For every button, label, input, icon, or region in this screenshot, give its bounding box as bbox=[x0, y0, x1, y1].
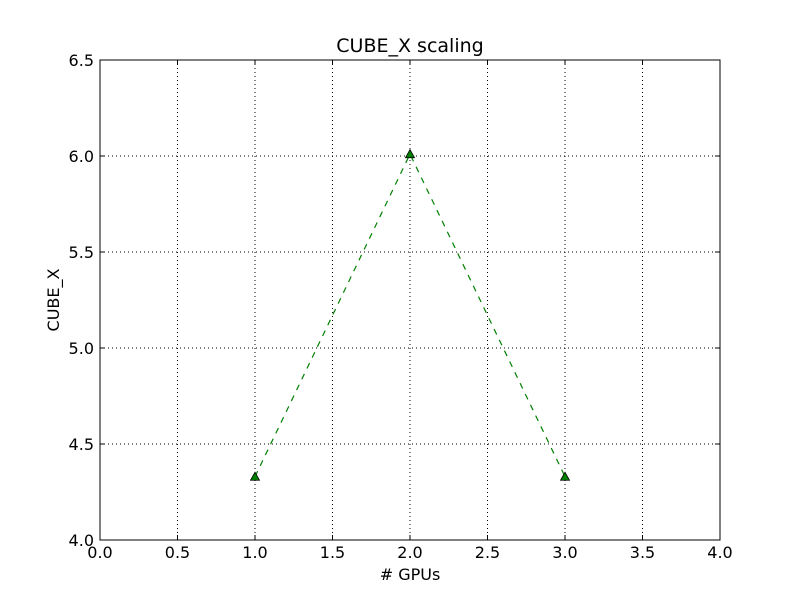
x-tick-label: 2.0 bbox=[397, 543, 422, 562]
x-tick-label: 3.0 bbox=[552, 543, 577, 562]
y-tick-label: 5.0 bbox=[69, 339, 94, 358]
x-tick-label: 0.0 bbox=[87, 543, 112, 562]
x-axis-label: # GPUs bbox=[380, 565, 441, 584]
y-tick-label: 6.5 bbox=[69, 51, 94, 70]
x-tick-label: 2.5 bbox=[475, 543, 500, 562]
y-tick-labels: 4.0 4.5 5.0 5.5 6.0 6.5 bbox=[69, 51, 94, 550]
chart-title: CUBE_X scaling bbox=[336, 35, 483, 57]
y-tick-label: 4.0 bbox=[69, 531, 94, 550]
data-point-marker bbox=[249, 471, 261, 481]
y-axis-label: CUBE_X bbox=[44, 269, 64, 332]
x-tick-label: 4.0 bbox=[707, 543, 732, 562]
y-tick-label: 6.0 bbox=[69, 147, 94, 166]
y-tick-label: 5.5 bbox=[69, 243, 94, 262]
x-tick-label: 3.5 bbox=[630, 543, 655, 562]
x-tick-labels: 0.0 0.5 1.0 1.5 2.0 2.5 3.0 3.5 4.0 bbox=[87, 543, 732, 562]
data-point-marker bbox=[559, 471, 571, 481]
grid-lines bbox=[100, 60, 720, 540]
series-layer bbox=[249, 148, 571, 481]
y-tick-label: 4.5 bbox=[69, 435, 94, 454]
axis-ticks bbox=[99, 59, 721, 541]
x-tick-label: 1.5 bbox=[320, 543, 345, 562]
x-tick-label: 0.5 bbox=[165, 543, 190, 562]
data-point-marker bbox=[404, 148, 416, 159]
x-tick-label: 1.0 bbox=[242, 543, 267, 562]
